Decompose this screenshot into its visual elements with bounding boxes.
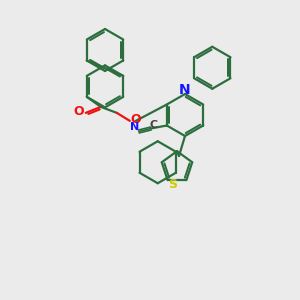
Text: S: S xyxy=(168,178,177,190)
Text: N: N xyxy=(179,83,191,97)
Text: N: N xyxy=(130,122,140,133)
Text: O: O xyxy=(130,113,141,126)
Text: C: C xyxy=(150,119,158,130)
Text: O: O xyxy=(74,105,84,119)
